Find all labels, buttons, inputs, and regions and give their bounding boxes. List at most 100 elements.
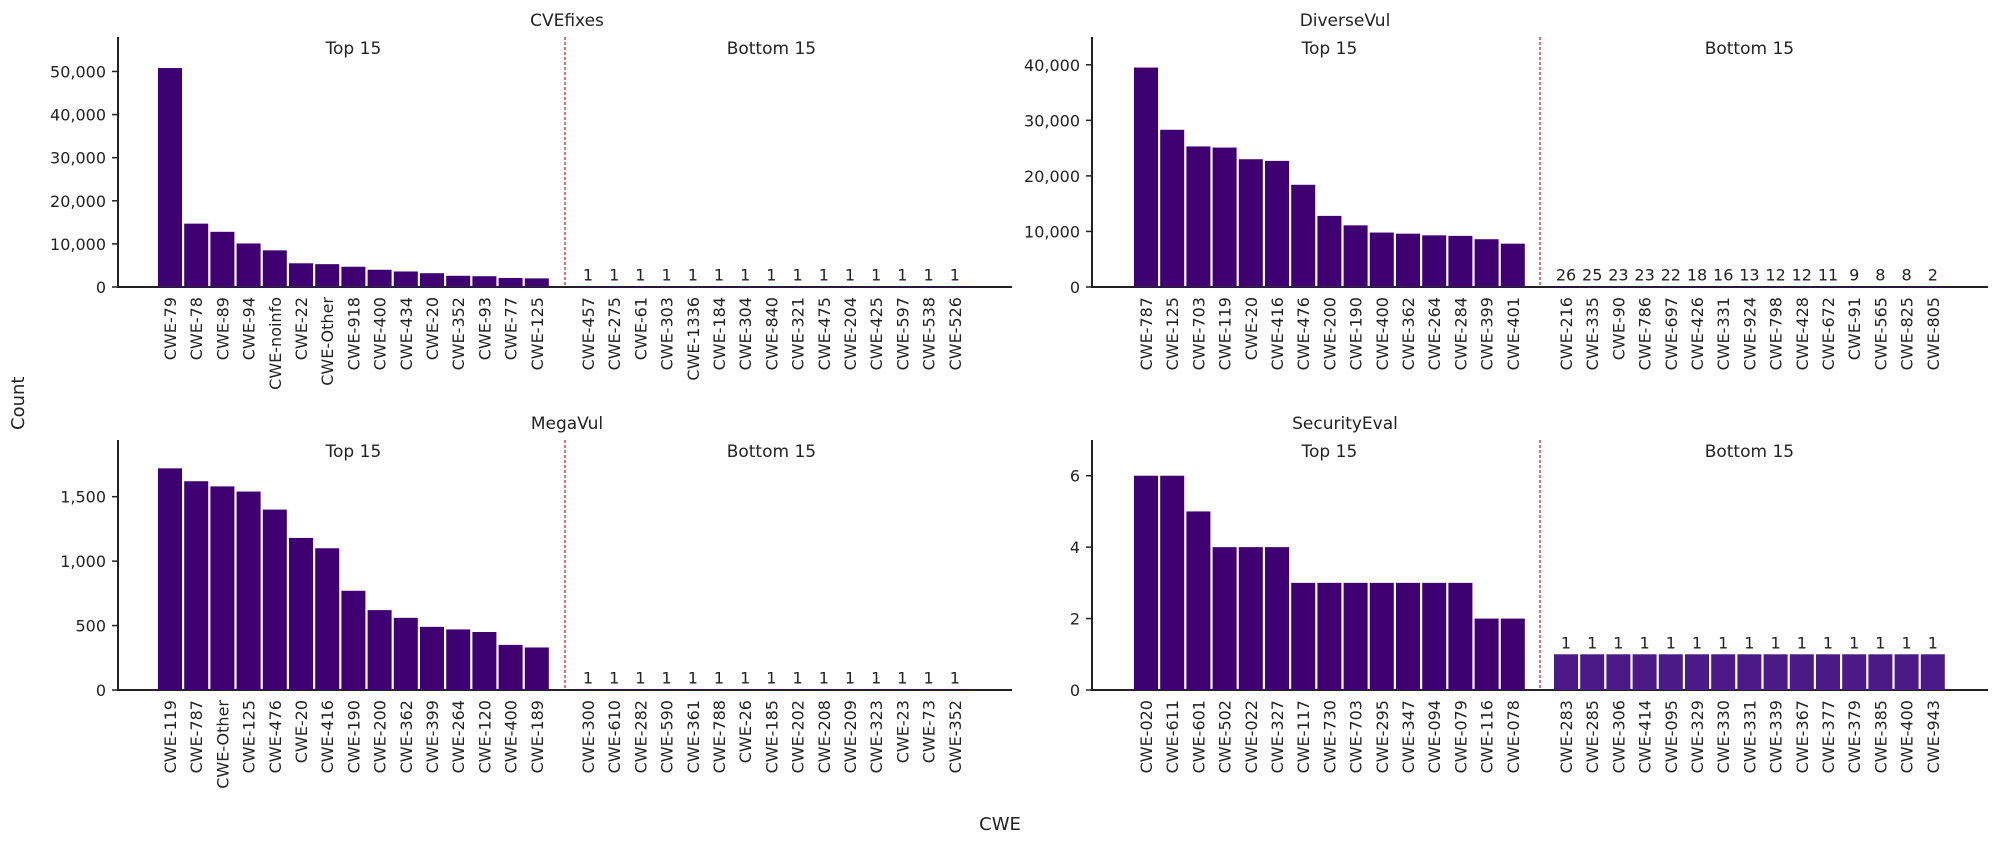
bar [838,689,862,690]
bar [1816,654,1840,690]
x-tick-label: CWE-295 [1373,700,1392,773]
bar [1816,286,1840,287]
data-label: 1 [583,668,593,687]
x-tick-label: CWE-94 [240,297,259,360]
data-label: 1 [1744,633,1754,652]
bar [680,689,705,690]
data-label: 1 [740,668,750,687]
x-tick-label: CWE-399 [1478,297,1497,370]
bar [289,263,313,287]
bar [1238,159,1263,287]
x-tick-label: CWE-185 [762,700,781,773]
x-tick-label: CWE-457 [579,297,598,370]
chart-title: MegaVul [531,414,603,434]
chart-title: CVEfixes [530,11,604,31]
bar [315,264,340,287]
data-label: 8 [1902,265,1912,284]
x-tick-label: CWE-361 [684,700,703,773]
x-tick-label: CWE-805 [1924,297,1943,370]
bar [341,266,366,287]
x-tick-label: CWE-202 [789,700,808,773]
x-tick-label: CWE-284 [1451,297,1470,370]
data-label: 2 [1928,265,1938,284]
x-tick-label: CWE-20 [423,297,442,360]
data-label: 8 [1875,265,1885,284]
bar [341,590,366,690]
bar [1920,654,1945,690]
bar [864,689,889,690]
x-tick-label: CWE-352 [449,297,468,370]
data-label: 1 [635,265,645,284]
bar [576,286,600,287]
x-tick-label: CWE-943 [1924,700,1943,773]
bar [1291,184,1316,287]
bar [1291,582,1316,690]
bar [446,629,471,690]
data-label: 1 [845,265,855,284]
bar [654,689,679,690]
data-label: 1 [950,265,960,284]
x-tick-label: CWE-23 [893,700,912,763]
data-label: 1 [924,668,934,687]
x-tick-label: CWE-094 [1425,700,1444,773]
x-tick-label: CWE-703 [1189,297,1208,370]
bar [916,286,941,287]
bar [262,509,287,690]
data-label: 1 [766,668,776,687]
data-label: 1 [1692,633,1702,652]
x-tick-label: CWE-73 [920,700,939,763]
data-label: 1 [1928,633,1938,652]
x-tick-label: CWE-125 [528,297,547,370]
bar [811,689,836,690]
bar [1894,286,1919,287]
data-label: 1 [1718,633,1728,652]
x-tick-label: CWE-362 [397,700,416,773]
x-tick-label: CWE-90 [1609,297,1628,360]
x-tick-label: CWE-610 [605,700,624,773]
data-label: 1 [1875,633,1885,652]
bar [1554,286,1578,287]
data-label: 1 [1902,633,1912,652]
bar [1422,235,1447,287]
x-tick-label: CWE-400 [1373,297,1392,370]
x-tick-label: CWE-119 [1216,297,1235,370]
data-label: 1 [766,265,776,284]
section-title: Top 15 [1301,39,1358,59]
x-tick-label: CWE-401 [1504,297,1523,370]
bar [420,626,444,690]
data-label: 1 [871,265,881,284]
bar [1868,654,1893,690]
data-label: 1 [688,668,698,687]
bar [1474,618,1499,690]
bar [759,689,784,690]
x-tick-label: CWE-200 [371,700,390,773]
x-tick-label: CWE-416 [318,700,337,773]
x-tick-label: CWE-400 [1898,700,1917,773]
bar [210,486,235,690]
bar [158,68,182,287]
bar [289,537,313,690]
x-tick-label: CWE-264 [449,700,468,773]
x-tick-label: CWE-399 [423,700,442,773]
bar [890,689,915,690]
data-label: 1 [1561,633,1571,652]
bar [1212,547,1237,690]
bar [1711,286,1736,287]
x-tick-label: CWE-526 [946,297,965,370]
bar [654,286,679,287]
x-tick-label: CWE-362 [1399,297,1418,370]
bar [733,286,758,287]
y-tick-label: 4 [1070,538,1080,557]
bar [367,269,392,287]
x-tick-label: CWE-304 [736,297,755,370]
bar [210,231,235,287]
x-tick-label: CWE-93 [475,297,494,360]
x-tick-label: CWE-385 [1871,700,1890,773]
y-tick-label: 10,000 [50,235,106,254]
bar [1554,654,1578,690]
data-label: 1 [950,668,960,687]
data-label: 1 [714,265,724,284]
bar [1396,582,1420,690]
bar [524,647,549,690]
data-label: 13 [1739,265,1759,284]
